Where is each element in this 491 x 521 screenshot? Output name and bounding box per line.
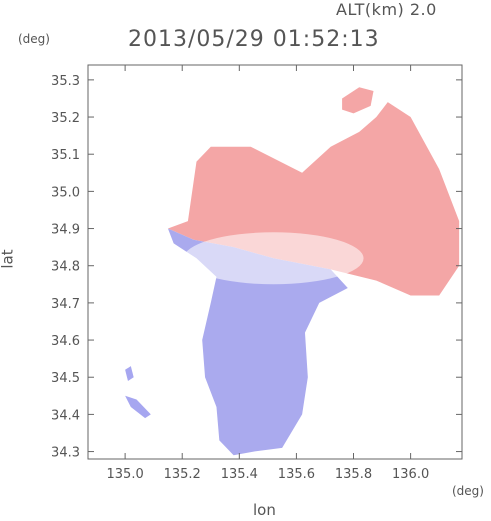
y-tick-label: 34.5 (51, 371, 80, 386)
x-tick-label: 136.0 (392, 467, 429, 482)
x-axis-label: lon (253, 501, 276, 519)
axis-ticks: 135.0 135.2 135.4 135.6 135.8 136.0 34.3 34.4 34… (51, 65, 462, 482)
y-tick-label: 34.9 (51, 223, 80, 238)
timestamp-title: 2013/05/29 01:52:13 (128, 27, 380, 52)
x-unit-label: (deg) (452, 484, 484, 498)
x-tick-label: 135.8 (335, 467, 372, 482)
zero-velocity-band (183, 232, 364, 285)
x-tick-label: 135.0 (107, 467, 144, 482)
y-tick-label: 34.6 (51, 334, 80, 349)
y-tick-label: 35.1 (51, 148, 80, 163)
velocity-field (125, 87, 460, 456)
x-tick-label: 135.2 (164, 467, 201, 482)
x-tick-label: 135.6 (278, 467, 315, 482)
y-tick-label: 34.4 (51, 408, 80, 423)
y-tick-label: 35.2 (51, 111, 80, 126)
region-island-2 (125, 395, 151, 419)
y-tick-label: 35.0 (51, 185, 80, 200)
y-tick-label: 34.8 (51, 260, 80, 275)
region-south-sector (167, 228, 348, 456)
x-tick-label: 135.4 (221, 467, 258, 482)
y-tick-label: 34.7 (51, 297, 80, 312)
region-island-1 (125, 366, 134, 381)
y-tick-label: 35.3 (51, 74, 80, 89)
plot-frame (87, 64, 463, 460)
altitude-label: ALT(km) 2.0 (336, 0, 437, 19)
region-north-patch (342, 87, 374, 114)
y-tick-label: 34.3 (51, 446, 80, 461)
y-unit-label: (deg) (18, 32, 50, 46)
